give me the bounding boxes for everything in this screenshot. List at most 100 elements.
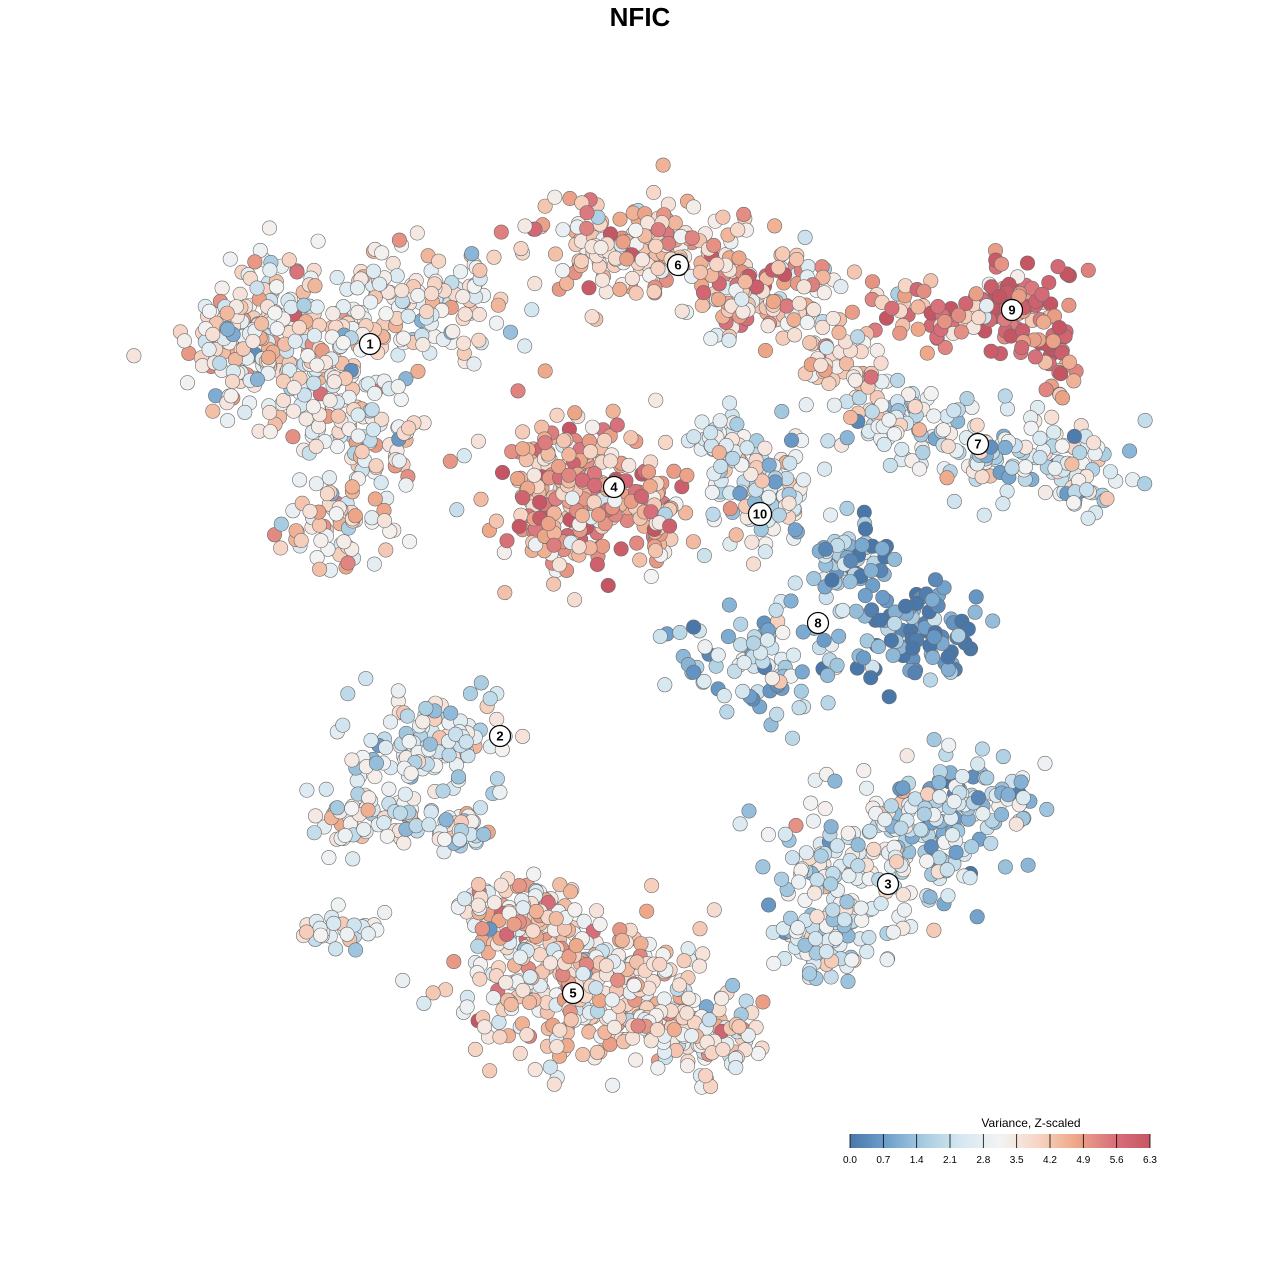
color-legend: Variance, Z-scaled 0.0 0.7 1.4 2.1 2.8 3.5 4.2… xyxy=(843,1116,1157,1166)
cell-point xyxy=(741,803,757,819)
cell-point xyxy=(959,391,975,407)
cell-point xyxy=(733,616,749,632)
cell-point xyxy=(511,518,527,534)
cell-point xyxy=(991,288,1007,304)
cell-point xyxy=(899,748,915,764)
cell-point xyxy=(176,333,192,349)
cell-point xyxy=(497,585,513,601)
cell-point xyxy=(848,603,864,619)
cell-point xyxy=(757,342,773,358)
cluster-label-badge xyxy=(358,332,382,356)
cell-point xyxy=(368,755,384,771)
cell-point xyxy=(600,577,616,593)
cell-point xyxy=(299,924,315,940)
cell-point xyxy=(1037,755,1053,771)
cell-point xyxy=(721,332,737,348)
cell-point xyxy=(831,628,847,644)
cell-point xyxy=(473,675,489,691)
cell-point xyxy=(552,1022,568,1038)
legend-ticks: 0.0 0.7 1.4 2.1 2.8 3.5 4.2 4.9 5.6 6.3 xyxy=(843,1134,1157,1166)
cell-point xyxy=(634,252,650,268)
cell-point xyxy=(883,632,899,648)
cell-point xyxy=(750,1046,766,1062)
cell-point xyxy=(923,839,939,855)
cell-point xyxy=(999,483,1015,499)
cell-point xyxy=(379,828,395,844)
cell-point xyxy=(755,994,771,1010)
cell-point xyxy=(340,555,356,571)
cell-point xyxy=(555,263,571,279)
cell-point xyxy=(493,224,509,240)
cell-point xyxy=(674,303,690,319)
cell-point xyxy=(619,251,635,267)
cell-point xyxy=(492,1029,508,1045)
cell-point xyxy=(563,1012,579,1028)
cell-point xyxy=(846,264,862,280)
cell-point xyxy=(358,671,374,687)
cell-point xyxy=(827,773,843,789)
cell-point xyxy=(488,513,504,529)
cell-point xyxy=(525,923,541,939)
cell-point xyxy=(798,397,814,413)
cell-point xyxy=(877,812,893,828)
cell-point xyxy=(456,448,472,464)
cell-point xyxy=(400,308,416,324)
cell-point xyxy=(344,800,360,816)
cell-point xyxy=(1023,420,1039,436)
cell-point xyxy=(1054,438,1070,454)
cell-point xyxy=(321,470,337,486)
cell-point xyxy=(691,958,707,974)
cell-point xyxy=(666,1022,682,1038)
cell-point xyxy=(621,457,637,473)
cell-point xyxy=(309,299,325,315)
cell-point xyxy=(421,817,437,833)
cell-point xyxy=(381,781,397,797)
cell-point xyxy=(787,575,803,591)
cell-point xyxy=(658,434,674,450)
cell-point xyxy=(805,813,821,829)
cell-point xyxy=(757,440,773,456)
cell-point xyxy=(482,1063,498,1079)
cell-point xyxy=(344,752,360,768)
cell-point xyxy=(575,966,591,982)
cell-point xyxy=(922,672,938,688)
cell-point xyxy=(725,977,741,993)
cell-point xyxy=(850,837,866,853)
cell-point xyxy=(976,507,992,523)
cell-point xyxy=(219,305,235,321)
cell-point xyxy=(329,800,345,816)
cell-point xyxy=(395,972,411,988)
cell-point xyxy=(940,888,956,904)
cell-point xyxy=(513,241,529,257)
cell-point xyxy=(733,637,749,653)
cell-point xyxy=(249,280,265,296)
cell-point xyxy=(293,532,309,548)
cell-point xyxy=(646,284,662,300)
cell-point xyxy=(863,369,879,385)
cell-point xyxy=(655,157,671,173)
cell-point xyxy=(515,900,531,916)
cell-point xyxy=(402,534,418,550)
cell-point xyxy=(924,592,940,608)
cell-point xyxy=(532,494,548,510)
cell-point xyxy=(861,929,877,945)
cell-point xyxy=(474,921,490,937)
cell-point xyxy=(556,433,572,449)
cell-point xyxy=(336,534,352,550)
cell-point xyxy=(843,409,859,425)
cell-point xyxy=(876,436,892,452)
cell-point xyxy=(356,821,372,837)
cell-point xyxy=(471,306,487,322)
cell-point xyxy=(900,386,916,402)
cell-point xyxy=(225,373,241,389)
cell-point xyxy=(745,635,761,651)
cell-point xyxy=(729,416,745,432)
cell-point xyxy=(1047,460,1063,476)
cell-point xyxy=(399,708,415,724)
cell-point xyxy=(815,269,831,285)
legend-title: Variance, Z-scaled xyxy=(981,1116,1080,1130)
cell-point xyxy=(1038,382,1054,398)
cell-point xyxy=(889,854,905,870)
cell-point xyxy=(491,1014,507,1030)
cell-point xyxy=(769,706,785,722)
